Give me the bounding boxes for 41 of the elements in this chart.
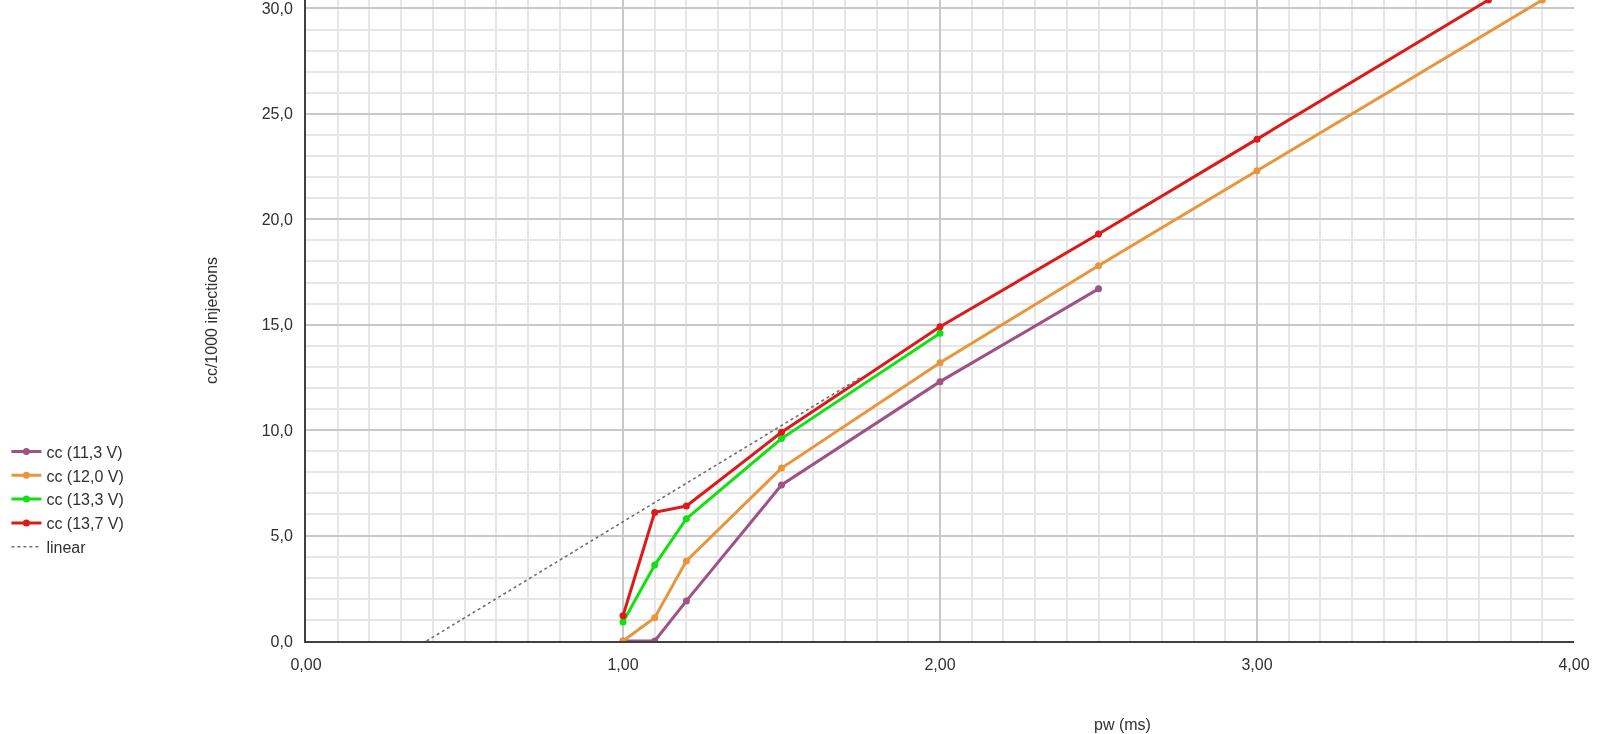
point bbox=[936, 329, 944, 337]
point bbox=[1253, 167, 1261, 175]
point bbox=[651, 561, 659, 569]
point bbox=[682, 502, 690, 510]
y-tick-label: 25,0 bbox=[261, 105, 293, 123]
y-tick-label: 15,0 bbox=[261, 316, 293, 334]
point bbox=[1095, 230, 1102, 238]
point bbox=[936, 359, 944, 367]
y-tick-label: 5,0 bbox=[270, 527, 293, 545]
point bbox=[682, 515, 690, 523]
point bbox=[778, 435, 785, 443]
legend-label: cc (13,7 V) bbox=[46, 515, 124, 533]
point bbox=[682, 597, 690, 605]
point bbox=[682, 557, 690, 565]
y-tick-label: 30,0 bbox=[261, 0, 293, 18]
legend-label: cc (12,0 V) bbox=[46, 467, 124, 485]
point bbox=[778, 428, 785, 436]
x-tick-label: 2,00 bbox=[924, 656, 956, 674]
x-axis-title: pw (ms) bbox=[1094, 716, 1151, 733]
x-tick-label: 1,00 bbox=[607, 656, 639, 674]
point bbox=[1095, 285, 1102, 293]
point bbox=[651, 614, 659, 622]
x-tick-label: 4,00 bbox=[1558, 656, 1590, 674]
point bbox=[936, 378, 944, 386]
point bbox=[778, 481, 785, 489]
legend-label: cc (11,3 V) bbox=[46, 443, 123, 461]
legend-label: cc (13,3 V) bbox=[46, 491, 124, 509]
point bbox=[619, 618, 627, 626]
y-axis-title: cc/1000 injections bbox=[203, 256, 221, 385]
legend-label: linear bbox=[46, 538, 87, 556]
y-tick-label: 0,0 bbox=[270, 632, 293, 650]
x-tick-label: 3,00 bbox=[1241, 656, 1273, 674]
point bbox=[651, 508, 659, 516]
x-tick-label: 0,00 bbox=[290, 656, 322, 674]
point bbox=[1253, 135, 1261, 143]
point bbox=[1095, 262, 1102, 270]
y-tick-label: 20,0 bbox=[261, 210, 293, 228]
y-tick-label: 10,0 bbox=[261, 421, 293, 439]
point bbox=[936, 323, 944, 331]
point bbox=[778, 464, 785, 472]
point bbox=[619, 612, 627, 620]
